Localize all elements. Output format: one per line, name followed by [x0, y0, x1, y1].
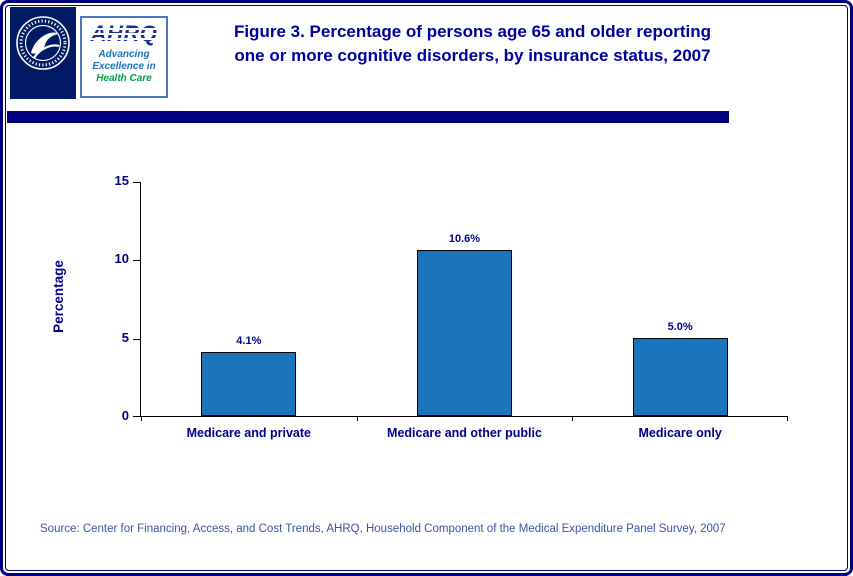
y-tick-mark [133, 182, 141, 183]
ahrq-stripe-decoration [84, 33, 164, 35]
ahrq-stripe-decoration [84, 38, 164, 40]
x-category-label: Medicare and private [186, 426, 311, 440]
figure-title: Figure 3. Percentage of persons age 65 a… [185, 20, 760, 68]
y-axis-title: Percentage [51, 260, 66, 333]
ahrq-logo: AHRQ Advancing Excellence in Health Care [80, 16, 168, 98]
y-tick-label: 10 [114, 251, 129, 267]
y-tick-mark [133, 416, 141, 417]
header-divider-bar [7, 111, 729, 123]
bar-1 [201, 352, 297, 416]
plot-area: 0 5 10 15 4.1% Medicare and private 10.6% Medic… [115, 173, 788, 440]
x-axis-tick-mark [141, 416, 142, 421]
ahrq-tagline-line1: Advancing [98, 49, 150, 60]
ahrq-logo-wordmark: AHRQ [82, 22, 166, 46]
bar-value-label: 10.6% [448, 233, 481, 245]
ahrq-tagline: Advancing Excellence in Health Care [82, 49, 166, 85]
bar-2 [417, 250, 512, 416]
source-note: Source: Center for Financing, Access, an… [40, 523, 726, 535]
hhs-logo-icon [10, 7, 76, 99]
bar-3 [632, 338, 728, 416]
y-tick-mark [133, 260, 141, 262]
y-tick-label: 15 [114, 173, 129, 188]
x-axis-tick-mark [356, 416, 358, 421]
figure-title-line2: one or more cognitive disorders, by insu… [234, 46, 711, 65]
x-category-label: Medicare and other public [387, 426, 542, 440]
figure-number: Figure 3. [233, 22, 305, 41]
figure-title-line1: Figure 3. Percentage of persons age 65 a… [185, 20, 760, 44]
y-tick-label: 5 [121, 329, 129, 345]
bar-value-label: 5.0% [667, 321, 693, 333]
ahrq-tagline-line2: Excellence in [92, 61, 156, 72]
bar-value-label: 4.1% [236, 335, 262, 347]
ahrq-tagline-line3: Health Care [96, 73, 152, 84]
y-tick-label: 0 [121, 408, 129, 423]
ahrq-stripe-decoration [84, 28, 164, 30]
figure-title-text: Percentage of persons age 65 and older r… [309, 22, 712, 41]
y-tick-mark [133, 338, 141, 340]
x-axis-tick-mark [572, 416, 574, 421]
x-axis-tick-mark [787, 416, 788, 421]
x-category-label: Medicare only [638, 426, 722, 440]
